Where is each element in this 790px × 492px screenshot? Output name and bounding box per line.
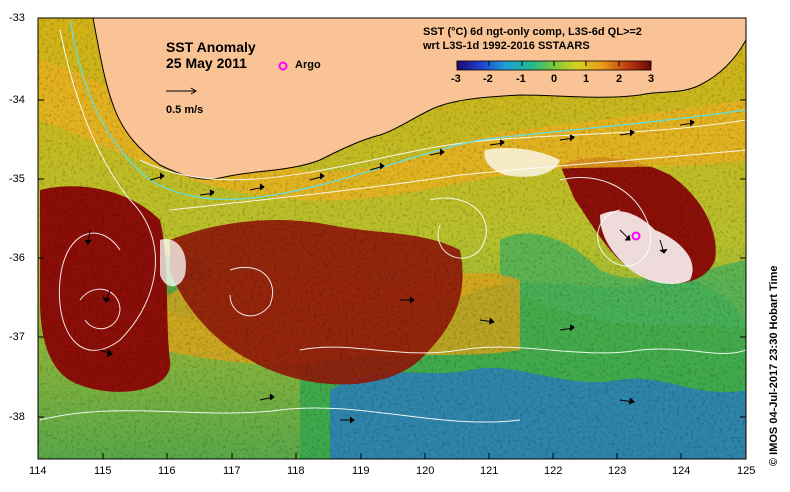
argo-legend-icon	[278, 61, 288, 71]
isobath-contour	[69, 19, 746, 200]
lon-tick-label: 118	[287, 465, 305, 477]
colorbar-tick: 2	[616, 73, 623, 85]
arrow-scale-label: 0.5 m/s	[166, 104, 204, 116]
lat-tick-label: -36	[9, 252, 25, 264]
colorbar-tick: 3	[648, 73, 655, 85]
map-date: 25 May 2011	[166, 55, 247, 71]
map-title: SST Anomaly	[166, 39, 256, 55]
cloud-gap-east	[600, 210, 693, 285]
lon-tick-label: 121	[480, 465, 499, 477]
lon-tick-label: 116	[158, 465, 176, 477]
colorbar-tick: 1	[583, 73, 590, 85]
argo-label: Argo	[295, 59, 321, 71]
lat-tick-label: -38	[9, 411, 25, 423]
land-australia	[92, 18, 746, 180]
argo-float-marker	[631, 231, 641, 241]
lon-tick-label: 119	[352, 465, 370, 477]
lat-tick-marks	[38, 17, 746, 418]
plot-frame	[37, 17, 747, 460]
lon-tick-label: 123	[608, 465, 627, 477]
lat-tick-label: -33	[9, 12, 25, 24]
lon-tick-label: 120	[416, 465, 435, 477]
cloud-gap-northeast	[484, 148, 560, 177]
lon-tick-label: 117	[223, 465, 241, 477]
velocity-arrows	[84, 119, 695, 424]
lon-tick-marks	[37, 453, 747, 459]
lon-tick-label: 124	[672, 465, 691, 477]
product-line-1: SST (°C) 6d ngt-only comp, L3S-6d QL>=2	[423, 26, 642, 38]
streamlines	[39, 29, 746, 423]
colorbar-tick: -3	[451, 73, 461, 85]
colorbar-tick: 0	[551, 73, 558, 85]
colorbar-tick: -2	[483, 73, 493, 85]
lat-tick-label: -35	[9, 173, 25, 185]
scale-arrow	[166, 87, 197, 95]
credit-text: © IMOS 04-Jul-2017 23:30 Hobart Time	[768, 265, 780, 466]
cloud-gap-west	[160, 239, 186, 287]
lon-tick-label: 122	[544, 465, 563, 477]
lon-tick-label: 115	[94, 465, 112, 477]
lon-tick-label: 114	[29, 465, 47, 477]
colorbar-tick: -1	[516, 73, 526, 85]
lon-tick-label: 125	[737, 465, 756, 477]
lat-tick-label: -37	[9, 331, 25, 343]
lat-tick-label: -34	[9, 94, 25, 106]
product-line-2: wrt L3S-1d 1992-2016 SSTAARS	[423, 40, 590, 52]
colorbar-ticks	[456, 61, 652, 66]
